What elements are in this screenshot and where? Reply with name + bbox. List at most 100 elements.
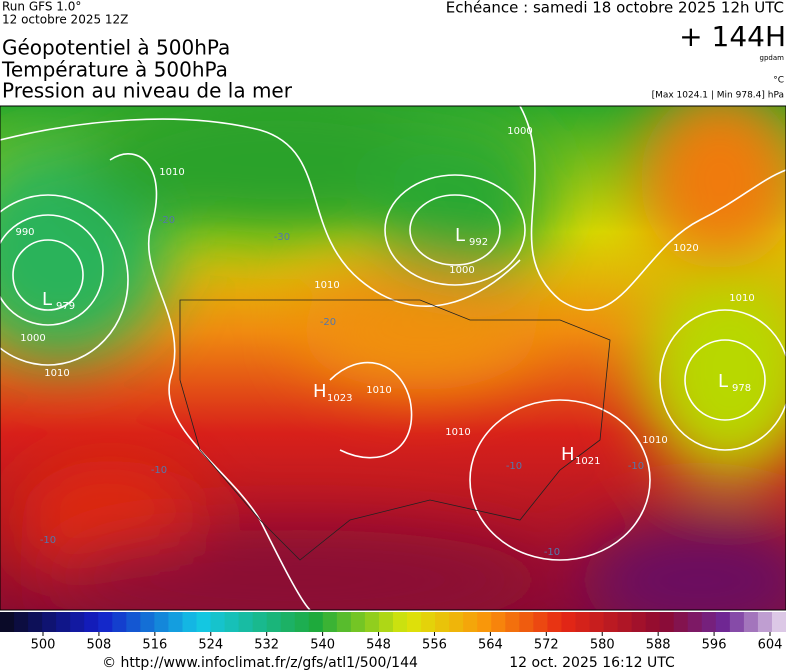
pressure-center-letter: H <box>313 381 327 402</box>
pressure-center-letter: L <box>718 371 728 392</box>
colorbar-swatch <box>435 612 450 632</box>
isobar <box>329 361 413 459</box>
temperature-label: -10 <box>40 535 56 546</box>
colorbar-swatch <box>757 612 773 632</box>
colorbar-tick-label: 548 <box>366 638 391 653</box>
colorbar-swatch <box>659 612 675 632</box>
isobar <box>0 214 104 326</box>
unit-temp: °C <box>773 76 784 86</box>
colorbar-swatch <box>210 612 226 632</box>
isobar <box>109 153 311 610</box>
colorbar-swatch <box>84 612 99 632</box>
colorbar-swatch <box>729 612 745 632</box>
colorbar-swatch <box>561 612 576 632</box>
colorbar-swatch <box>126 612 141 632</box>
title: Pression au niveau de la mer <box>2 79 293 103</box>
isobar <box>519 106 786 311</box>
isobar-label: 1000 <box>20 333 45 344</box>
colorbar-swatch <box>421 612 436 632</box>
colorbar-swatch <box>701 612 717 632</box>
run-date: 12 octobre 2025 12Z <box>2 13 128 27</box>
temperature-label: -10 <box>628 461 644 472</box>
colorbar-swatch <box>28 612 43 632</box>
source-url: © http://www.infoclimat.fr/z/gfs/atl1/50… <box>102 655 418 671</box>
colorbar-tick-label: 580 <box>590 638 615 653</box>
colorbar-swatch <box>393 612 408 632</box>
isobar <box>409 194 501 266</box>
colorbar-swatch <box>196 612 212 632</box>
colorbar-swatch <box>631 612 647 632</box>
pressure-center-letter: L <box>42 289 52 310</box>
isobar-label: 1010 <box>159 167 184 178</box>
colorbar-swatch <box>715 612 731 632</box>
title: Géopotentiel à 500hPa <box>2 36 230 60</box>
colorbar-swatch <box>322 612 338 632</box>
isobar <box>384 174 526 286</box>
temperature-label: -10 <box>151 465 167 476</box>
colorbar-tick-label: 572 <box>534 638 559 653</box>
temperature-label: -20 <box>320 317 336 328</box>
colorbar-swatch <box>14 612 29 632</box>
isobar-label: 1010 <box>314 280 339 291</box>
colorbar-swatch <box>56 612 71 632</box>
isobar-label: 1010 <box>366 385 391 396</box>
pressure-center-value: 1023 <box>327 393 352 404</box>
isobar <box>659 309 786 451</box>
colorbar-swatch <box>378 612 394 632</box>
colorbar-swatch <box>168 612 183 632</box>
colorbar-swatch <box>519 612 534 632</box>
isobar <box>469 399 651 561</box>
pressure-center-value: 979 <box>56 301 75 312</box>
lead-time: + 144H <box>679 20 786 53</box>
pressure-center-value: 978 <box>732 383 751 394</box>
colorbar-swatch <box>98 612 113 632</box>
colorbar-swatch <box>140 612 155 632</box>
colorbar-tick-label: 524 <box>198 638 223 653</box>
temperature-label: -10 <box>544 547 560 558</box>
temperature-label: -30 <box>274 232 290 243</box>
valid-time: Echéance : samedi 18 octobre 2025 12h UT… <box>446 0 784 17</box>
colorbar-swatch <box>673 612 689 632</box>
colorbar-tick-label: 604 <box>758 638 783 653</box>
isobar-label: 1010 <box>642 435 667 446</box>
colorbar-tick-label: 508 <box>87 638 112 653</box>
colorbar-swatch <box>308 612 324 632</box>
colorbar-swatch <box>617 612 633 632</box>
colorbar-swatch <box>350 612 366 632</box>
colorbar-swatch <box>407 612 422 632</box>
colorbar-swatch <box>238 612 254 632</box>
isobar <box>12 239 84 311</box>
pressure-center-value: 1021 <box>575 456 600 467</box>
colorbar-swatch <box>112 612 127 632</box>
temperature-label: -10 <box>506 461 522 472</box>
colorbar-tick-label: 596 <box>702 638 727 653</box>
isobar <box>0 118 521 307</box>
colorbar-swatch <box>771 612 786 632</box>
colorbar-swatch <box>449 612 464 632</box>
isobar-label: 1010 <box>445 427 470 438</box>
isobar-label: 1000 <box>449 265 474 276</box>
colorbar-swatch <box>505 612 520 632</box>
map <box>0 106 786 610</box>
colorbar-tick-label: 516 <box>142 638 167 653</box>
colorbar-swatch <box>252 612 268 632</box>
colorbar-swatch <box>743 612 759 632</box>
pressure-center-letter: L <box>455 225 465 246</box>
colorbar-swatch <box>70 612 85 632</box>
colorbar-swatch <box>491 612 506 632</box>
colorbar-swatch <box>603 612 619 632</box>
isobar-label: 990 <box>15 227 34 238</box>
colorbar-tick-label: 588 <box>646 638 671 653</box>
title: Température à 500hPa <box>1 58 228 82</box>
colorbar-swatch <box>364 612 380 632</box>
temperature-label: -20 <box>159 215 175 226</box>
colorbar-tick-label: 540 <box>310 638 335 653</box>
colorbar-swatch <box>589 612 605 632</box>
isobar <box>684 339 766 421</box>
isobar-label: 1010 <box>44 368 69 379</box>
colorbar-swatch <box>0 612 15 632</box>
timestamp: 12 oct. 2025 16:12 UTC <box>509 655 675 671</box>
colorbar-swatch <box>575 612 590 632</box>
colorbar-tick-label: 532 <box>254 638 279 653</box>
colorbar-tick-label: 556 <box>422 638 447 653</box>
